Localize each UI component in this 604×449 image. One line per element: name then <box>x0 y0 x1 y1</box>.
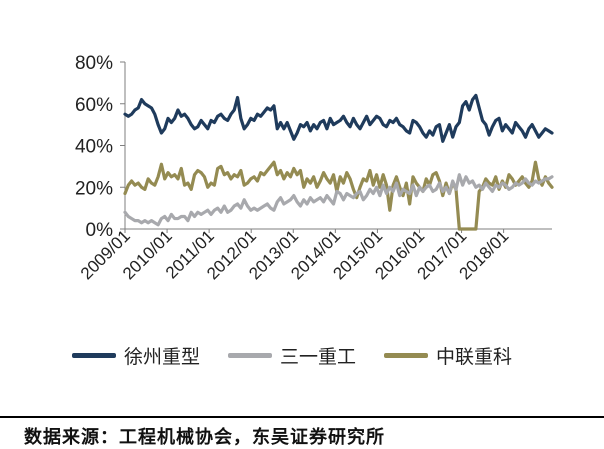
legend-label-zoomlion: 中联重科 <box>436 346 513 368</box>
y-tick-label: 40% <box>75 137 113 158</box>
legend-swatch-sany <box>228 353 273 358</box>
legend-swatch-xcmg <box>72 353 116 358</box>
source-note: 数据来源：工程机械协会，东吴证券研究所 <box>24 427 385 448</box>
series-line-xcmg <box>123 93 554 143</box>
series-lines <box>123 93 554 231</box>
legend-label-xcmg: 徐州重型 <box>124 346 201 368</box>
y-tick-label: 60% <box>75 95 113 116</box>
legend: 徐州重型 三一重工 中联重科 <box>72 342 540 369</box>
series-line-sany <box>123 173 554 227</box>
y-axis: 0% 20% 40% 60% 80% <box>75 53 126 241</box>
legend-item-sany: 三一重工 <box>228 342 356 369</box>
y-tick-label: 20% <box>75 178 113 199</box>
y-tick-label: 80% <box>75 53 113 74</box>
legend-item-zoomlion: 中联重科 <box>384 342 512 369</box>
source-divider <box>0 416 604 418</box>
legend-label-sany: 三一重工 <box>280 346 357 368</box>
x-axis: 2009/012010/012011/012012/012013/012014/… <box>77 226 552 283</box>
legend-swatch-zoomlion <box>384 353 429 358</box>
y-tick-label: 0% <box>86 220 114 241</box>
legend-item-xcmg: 徐州重型 <box>72 342 200 369</box>
